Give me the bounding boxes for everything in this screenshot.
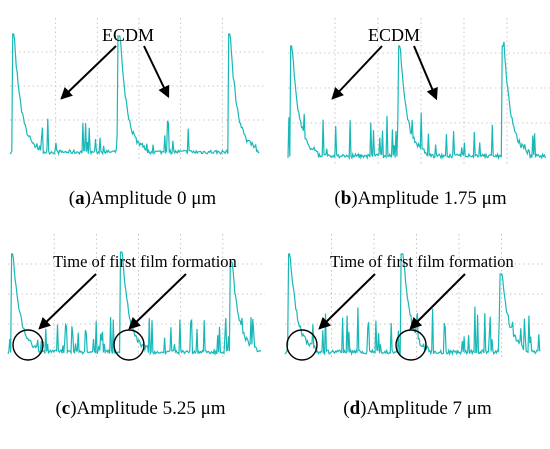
panel-a-arrow-2: [143, 45, 170, 99]
panel-c-circle-2: [113, 329, 145, 361]
panel-b-signal-line: [287, 41, 546, 161]
panel-c-caption: (c)Amplitude 5.25 μm: [55, 398, 226, 419]
panel-a-signal-line: [9, 33, 260, 156]
panel-c-chart: Time of first film formation: [7, 234, 265, 361]
panel-d-caption: (d)Amplitude 7 μm: [343, 398, 492, 419]
panel-c-signal-line: [7, 251, 262, 357]
panel-b: ECDM (b)Amplitude 1.75 μm: [287, 18, 550, 233]
panel-a: ECDM (a)Amplitude 0 μm: [9, 18, 275, 233]
panel-c: Time of first film formation (c)Amplitud…: [7, 234, 273, 449]
panel-a-annotation: ECDM: [102, 25, 154, 45]
panel-c-annotation: Time of first film formation: [53, 252, 237, 271]
panel-a-arrow-1: [60, 45, 117, 100]
panel-d-grid: [285, 234, 544, 360]
panel-b-arrow-1: [331, 45, 383, 100]
panel-b-annotation: ECDM: [368, 25, 420, 45]
panel-a-chart: ECDM: [9, 18, 264, 160]
panel-c-arrow-2: [128, 273, 187, 330]
panel-d: Time of first film formation (d)Amplitud…: [284, 234, 550, 449]
panel-b-caption: (b)Amplitude 1.75 μm: [334, 188, 507, 209]
panel-a-grid: [10, 18, 264, 160]
panel-c-circle-1: [12, 329, 44, 361]
panel-d-chart: Time of first film formation: [284, 234, 544, 361]
panel-d-circle-2: [395, 329, 427, 361]
panel-b-arrow-2: [413, 45, 438, 101]
panel-d-arrow-1: [318, 273, 376, 330]
panel-a-caption: (a)Amplitude 0 μm: [68, 188, 217, 209]
panel-d-arrow-2: [409, 273, 466, 330]
panel-b-chart: ECDM: [287, 18, 550, 164]
panel-c-arrow-1: [38, 273, 97, 330]
panel-d-circle-1: [286, 329, 318, 361]
panel-d-annotation: Time of first film formation: [330, 252, 514, 271]
